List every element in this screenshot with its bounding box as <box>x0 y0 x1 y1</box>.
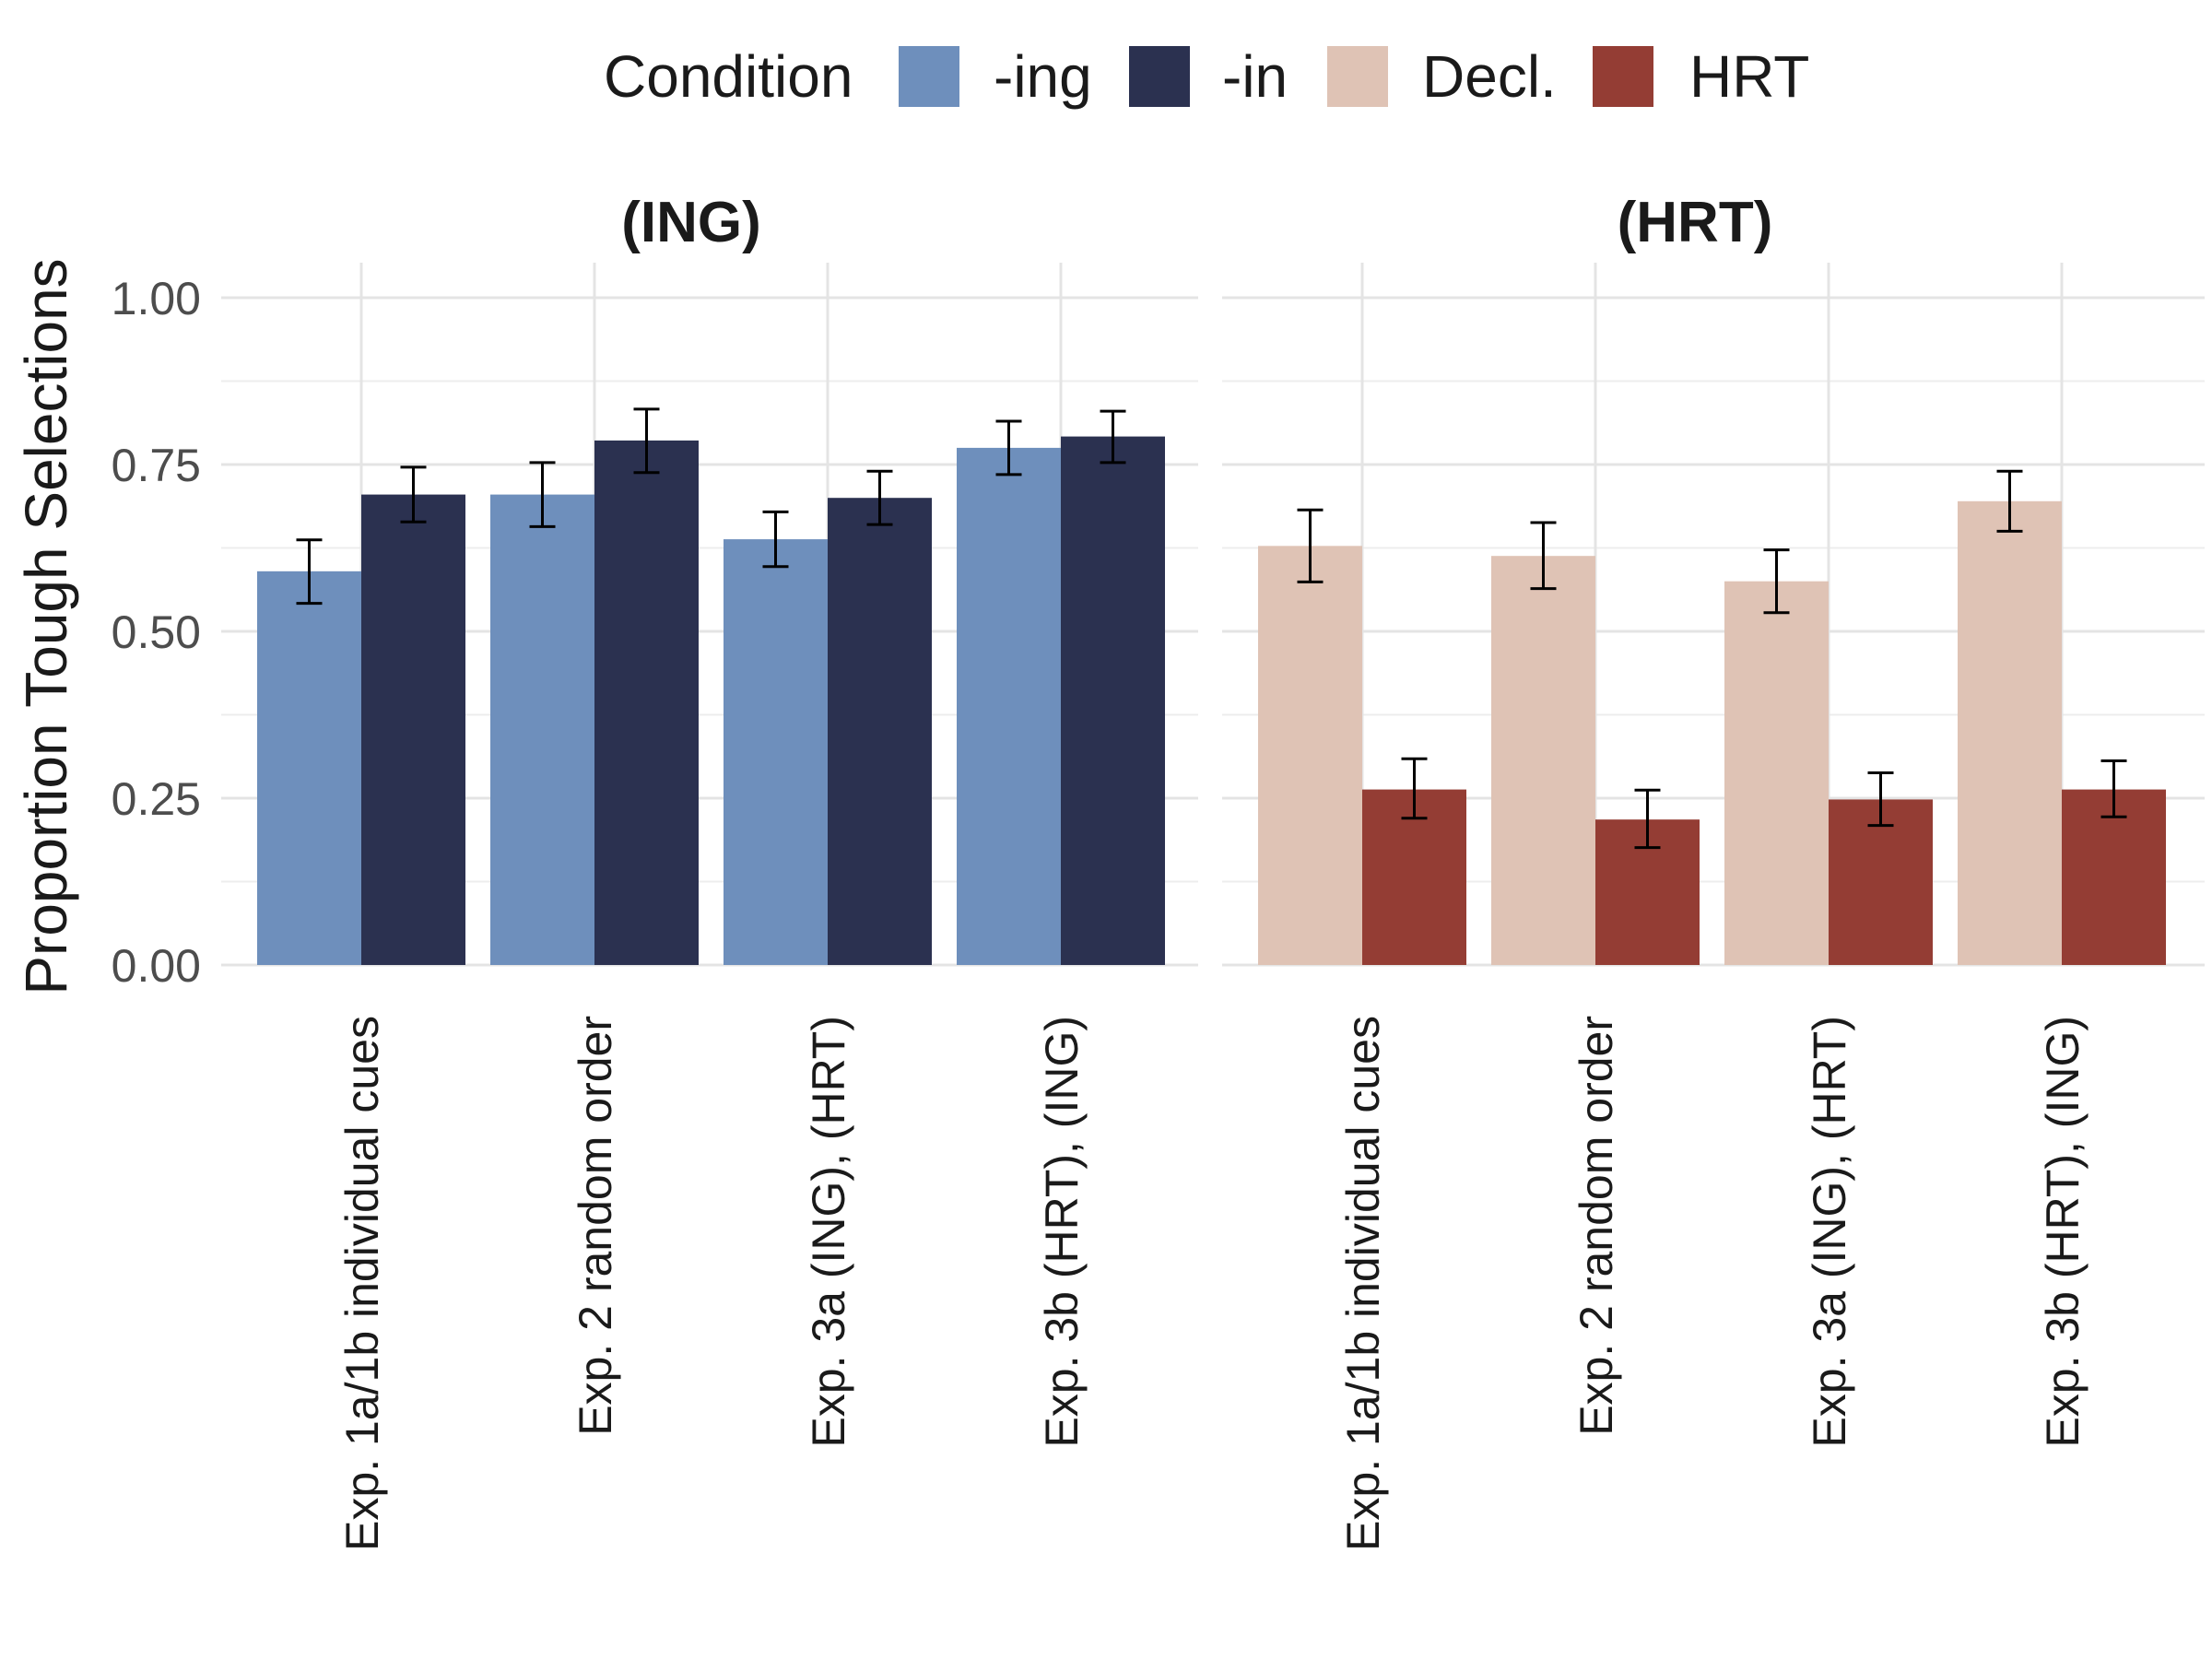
legend-swatch-2 <box>1327 46 1388 107</box>
legend-label-3: HRT <box>1689 43 1809 110</box>
legend-swatch-0 <box>899 46 959 107</box>
bar-HRT-2 <box>1829 799 1933 965</box>
y-tick-label: 0.75 <box>112 440 201 491</box>
legend-swatch-3 <box>1593 46 1653 107</box>
panel-title-1: (HRT) <box>1618 191 1773 254</box>
x-tick-label: Exp. 3b (HRT), (ING) <box>2037 1016 2088 1448</box>
legend: Condition -ing -in Decl. HRT <box>604 43 1809 110</box>
bar--ing-0 <box>257 571 361 965</box>
legend-title: Condition <box>604 43 853 110</box>
x-tick-label: Exp. 1a/1b individual cues <box>1337 1016 1389 1551</box>
x-tick-label: Exp. 3a (ING), (HRT) <box>1804 1016 1855 1448</box>
bar--ing-2 <box>724 539 828 965</box>
bar--ing-1 <box>490 494 594 965</box>
legend-label-1: -in <box>1222 43 1288 110</box>
bar-HRT-3 <box>2062 789 2166 965</box>
panel-0: (ING) Exp. 1a/1b individual cues Exp. 2 ra… <box>221 191 1198 1551</box>
x-tick-label: Exp. 2 random order <box>570 1016 621 1436</box>
legend-swatch-1 <box>1129 46 1190 107</box>
bar-Decl.-0 <box>1258 546 1362 965</box>
bar-Decl.-2 <box>1724 581 1829 965</box>
y-tick-label: 1.00 <box>112 273 201 324</box>
panel-1: (HRT) Exp. 1a/1b individual cues Exp. 2 ra… <box>1222 191 2205 1551</box>
x-tick-label: Exp. 2 random order <box>1571 1016 1622 1436</box>
bar--in-1 <box>594 440 699 965</box>
legend-label-2: Decl. <box>1422 43 1557 110</box>
bar-Decl.-1 <box>1491 556 1595 965</box>
y-tick-label: 0.25 <box>112 773 201 825</box>
x-tick-label: Exp. 1a/1b individual cues <box>336 1016 388 1551</box>
bar--in-0 <box>361 494 465 965</box>
bar--ing-3 <box>957 447 1061 965</box>
x-tick-label: Exp. 3b (HRT), (ING) <box>1036 1016 1088 1448</box>
panels: (ING) Exp. 1a/1b individual cues Exp. 2 ra… <box>112 191 2205 1551</box>
bar-Decl.-3 <box>1958 500 2062 965</box>
x-tick-label: Exp. 3a (ING), (HRT) <box>803 1016 854 1448</box>
y-axis-label: Proportion Tough Selections <box>13 258 79 994</box>
y-tick-label: 0.50 <box>112 606 201 658</box>
bar--in-2 <box>828 498 932 965</box>
legend-label-0: -ing <box>994 43 1092 110</box>
bar--in-3 <box>1061 436 1165 965</box>
y-tick-label: 0.00 <box>112 940 201 992</box>
panel-title-0: (ING) <box>621 191 761 254</box>
